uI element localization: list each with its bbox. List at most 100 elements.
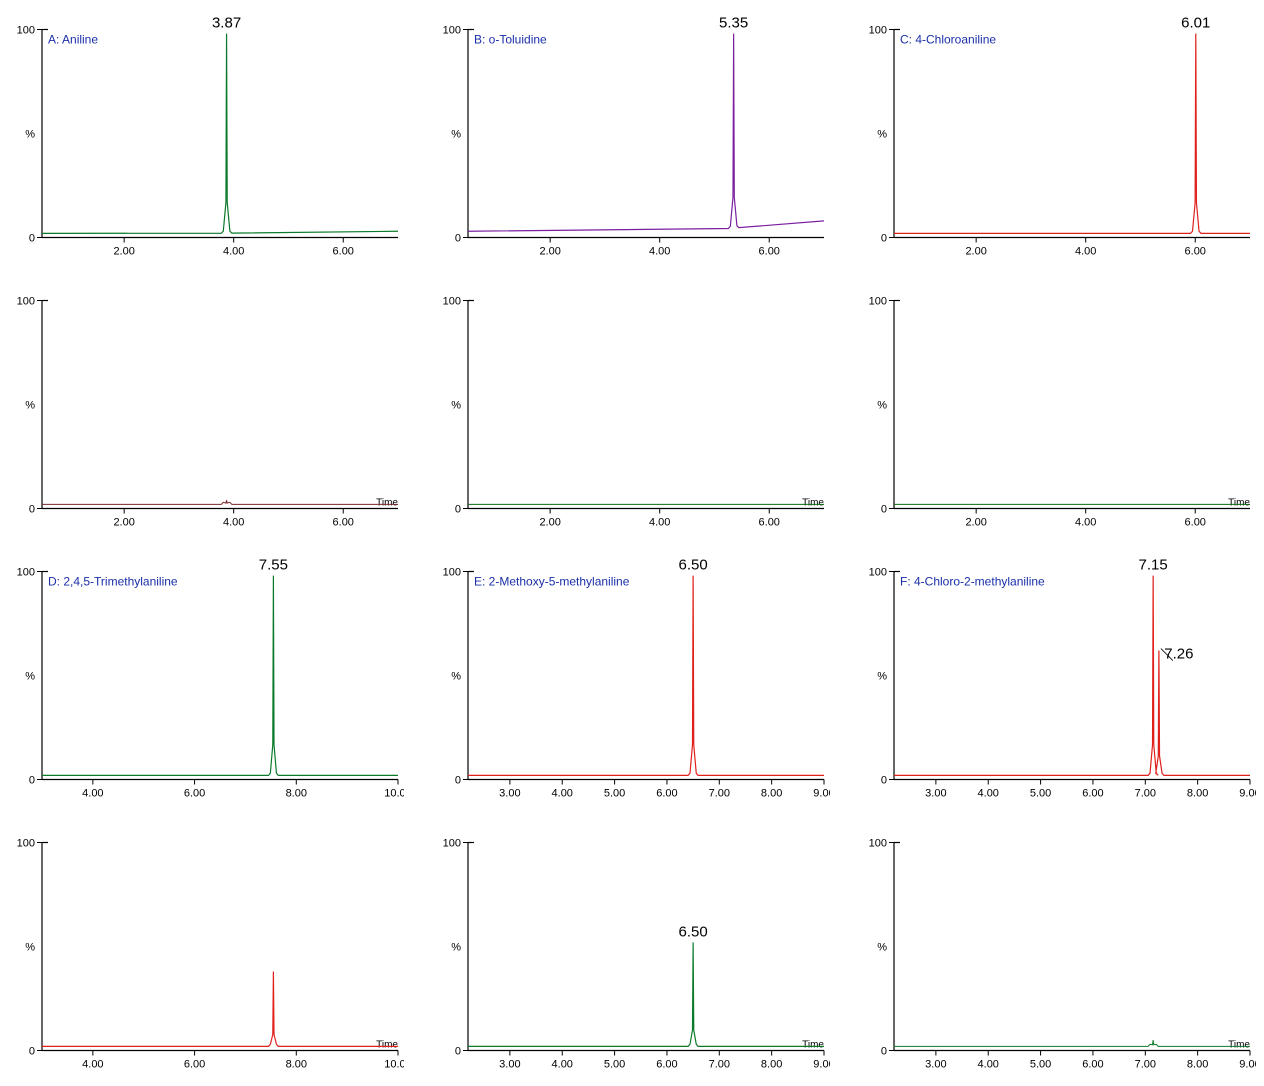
y-axis-percent-label: % [451,129,461,141]
y-tick-label: 0 [455,233,461,245]
chromatogram-trace [42,34,398,234]
x-tick-label: 6.00 [759,517,780,529]
y-tick-label: 100 [869,567,887,579]
chromatogram-panel-C: 0 100% 2.00 4.00 6.00 C: 4-Chloroaniline 6.01 [860,8,1256,265]
x-tick-label: 3.00 [499,788,520,800]
x-tick-label: 9.00 [1239,788,1256,800]
chromatogram-panel-D: 0100%4.006.008.0010.00D: 2,4,5-Trimethyl… [8,550,404,807]
y-tick-label: 100 [17,838,35,850]
x-tick-label: 8.00 [761,788,782,800]
y-tick-label: 0 [29,504,35,516]
y-axis-percent-label: % [877,671,887,683]
chromatogram-panel-F2: 0100%3.004.005.006.007.008.009.00Time [860,821,1256,1078]
chromatogram-panel-E: 0100%3.004.005.006.007.008.009.00E: 2-Me… [434,550,830,807]
y-tick-label: 0 [881,233,887,245]
x-tick-label: 3.00 [925,1059,946,1071]
y-tick-label: 0 [29,1046,35,1058]
x-tick-label: 4.00 [223,517,244,529]
y-tick-label: 100 [443,567,461,579]
x-tick-label: 3.00 [499,1059,520,1071]
peak-label: 7.55 [259,557,288,574]
compound-label: E: 2-Methoxy-5-methylaniline [474,575,630,589]
x-tick-label: 6.00 [184,788,205,800]
chromatogram-trace [894,1040,1250,1046]
x-tick-label: 6.00 [333,517,354,529]
x-tick-label: 9.00 [1239,1059,1256,1071]
peak-label: 5.35 [719,15,748,32]
x-tick-label: 4.00 [82,788,103,800]
y-axis-percent-label: % [451,942,461,954]
y-tick-label: 100 [17,25,35,37]
x-tick-label: 2.00 [539,517,560,529]
x-tick-label: 10.00 [384,788,404,800]
y-tick-label: 100 [17,567,35,579]
chromatogram-panel-E2: 0100%3.004.005.006.007.008.009.00Time6.5… [434,821,830,1078]
x-tick-label: 6.00 [656,788,677,800]
chromatogram-panel-F: 0100%3.004.005.006.007.008.009.00F: 4-Ch… [860,550,1256,807]
x-axis-time-label: Time [376,1040,398,1051]
x-tick-label: 8.00 [761,1059,782,1071]
chromatogram-trace [42,500,398,504]
y-tick-label: 100 [869,25,887,37]
x-tick-label: 8.00 [1187,1059,1208,1071]
peak-label: 3.87 [212,15,241,32]
chromatogram-trace [468,34,824,232]
x-axis-time-label: Time [376,498,398,509]
compound-label: F: 4-Chloro-2-methylaniline [900,575,1045,589]
x-tick-label: 6.00 [1185,246,1206,258]
chromatogram-panel-A2: 0100%2.004.006.00Time [8,279,404,536]
y-axis-percent-label: % [877,942,887,954]
x-tick-label: 4.00 [649,246,670,258]
x-tick-label: 6.00 [759,246,780,258]
x-tick-label: 7.00 [709,788,730,800]
x-tick-label: 2.00 [965,246,986,258]
y-tick-label: 0 [881,1046,887,1058]
x-tick-label: 2.00 [113,517,134,529]
x-tick-label: 6.00 [1082,1059,1103,1071]
x-tick-label: 7.00 [1135,1059,1156,1071]
y-axis-percent-label: % [25,129,35,141]
x-tick-label: 4.00 [82,1059,103,1071]
peak-label: 6.50 [679,923,708,940]
peak-label: 7.15 [1139,557,1168,574]
x-tick-label: 4.00 [978,788,999,800]
chromatogram-trace [42,576,398,776]
x-tick-label: 6.00 [333,246,354,258]
x-tick-label: 5.00 [1030,788,1051,800]
x-tick-label: 6.00 [656,1059,677,1071]
y-axis-percent-label: % [877,129,887,141]
compound-label: C: 4-Chloroaniline [900,33,996,47]
y-tick-label: 0 [29,775,35,787]
x-tick-label: 6.00 [184,1059,205,1071]
x-tick-label: 9.00 [813,1059,830,1071]
x-tick-label: 2.00 [539,246,560,258]
chromatogram-panel-D2: 0100%4.006.008.0010.00Time [8,821,404,1078]
y-tick-label: 100 [443,296,461,308]
y-tick-label: 100 [17,296,35,308]
compound-label: B: o-Toluidine [474,33,547,47]
x-tick-label: 4.00 [223,246,244,258]
y-tick-label: 100 [869,838,887,850]
x-tick-label: 8.00 [1187,788,1208,800]
y-tick-label: 0 [455,1046,461,1058]
y-tick-label: 0 [881,775,887,787]
x-tick-label: 4.00 [1075,517,1096,529]
x-tick-label: 4.00 [649,517,670,529]
x-axis-time-label: Time [802,498,824,509]
x-tick-label: 3.00 [925,788,946,800]
x-tick-label: 2.00 [965,517,986,529]
peak-label: 6.01 [1181,15,1210,32]
x-tick-label: 4.00 [1075,246,1096,258]
chromatogram-trace [468,576,824,776]
x-tick-label: 2.00 [113,246,134,258]
x-tick-label: 5.00 [1030,1059,1051,1071]
chromatogram-panel-A: 0100%2.004.006.00A: Aniline3.87 [8,8,404,265]
compound-label: A: Aniline [48,33,98,47]
chromatogram-grid: 0 100% 2.00 4.00 6.00 A: Aniline 3.87 0 100% 2.00… [8,8,1256,1078]
x-tick-label: 7.00 [709,1059,730,1071]
y-tick-label: 100 [869,296,887,308]
x-tick-label: 9.00 [813,788,830,800]
y-axis-percent-label: % [451,400,461,412]
x-axis-time-label: Time [1228,498,1250,509]
compound-label: D: 2,4,5-Trimethylaniline [48,575,178,589]
